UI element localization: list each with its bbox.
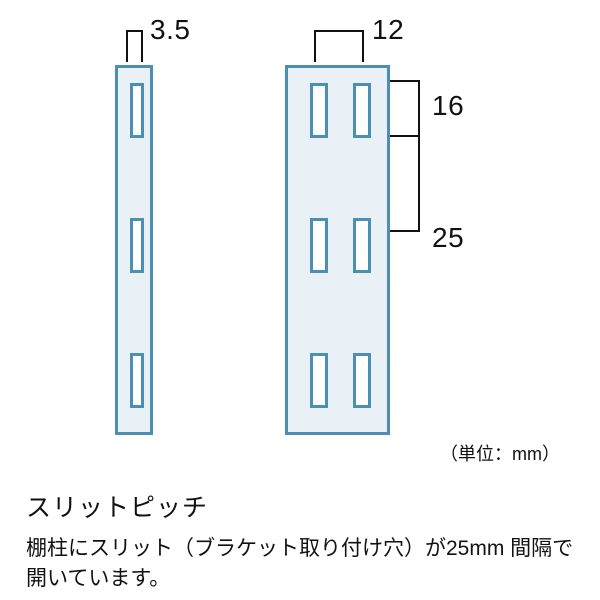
right-bar-slot bbox=[353, 218, 371, 273]
unit-label: （単位：mm） bbox=[440, 440, 560, 466]
diagram-title: スリットピッチ bbox=[26, 488, 208, 524]
dim-label-slot-height-16: 16 bbox=[432, 90, 464, 122]
dimension-line bbox=[314, 30, 316, 62]
right-double-slot-bar bbox=[285, 65, 390, 435]
dim-label-slot-width-3-5: 3.5 bbox=[150, 14, 190, 46]
right-bar-slot bbox=[310, 353, 328, 408]
dimension-line bbox=[362, 30, 364, 62]
right-bar-slot bbox=[310, 83, 328, 138]
left-bar-slot bbox=[130, 218, 144, 273]
dimension-line bbox=[390, 230, 420, 232]
dimension-line bbox=[141, 30, 143, 62]
dim-label-column-spacing-12: 12 bbox=[372, 14, 404, 46]
right-bar-slot bbox=[353, 83, 371, 138]
dimension-line bbox=[418, 135, 420, 232]
dimension-line bbox=[314, 30, 364, 32]
dim-label-pitch-25: 25 bbox=[432, 222, 464, 254]
dimension-line bbox=[418, 80, 420, 137]
diagram-description: 棚柱にスリット（ブラケット取り付け穴）が25mm 間隔で開いています。 bbox=[26, 534, 574, 595]
right-bar-slot bbox=[353, 353, 371, 408]
dimension-line bbox=[390, 135, 420, 137]
left-bar-slot bbox=[130, 353, 144, 408]
right-bar-slot bbox=[310, 218, 328, 273]
dimension-line bbox=[390, 80, 420, 82]
left-bar-slot bbox=[130, 83, 144, 138]
left-single-slot-bar bbox=[115, 65, 153, 435]
dimension-line bbox=[126, 30, 128, 62]
